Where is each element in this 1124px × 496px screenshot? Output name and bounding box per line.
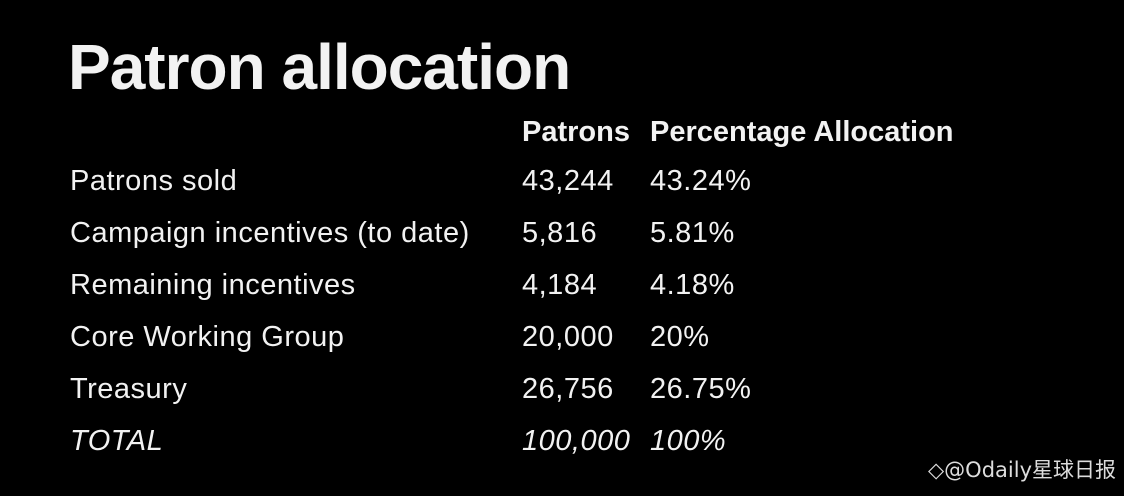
column-header: Percentage Allocation — [650, 116, 954, 148]
table-cell: Core Working Group — [70, 320, 345, 353]
table-cell: 26,756 — [522, 372, 614, 405]
header-row: Patrons Percentage Allocation — [64, 112, 956, 155]
table-cell: Treasury — [70, 372, 188, 405]
title: Patron allocation — [68, 31, 571, 103]
table-cell: Remaining incentives — [70, 268, 356, 301]
table-cell: 43,244 — [522, 164, 614, 197]
table-cell: 5.81% — [650, 216, 735, 249]
table-row: Patrons sold 43,244 43.24% — [64, 155, 956, 207]
table-cell: 20,000 — [522, 320, 614, 353]
table-cell: Patrons sold — [70, 164, 238, 197]
column-header: Patrons — [522, 116, 630, 148]
table-cell: 20% — [650, 320, 710, 353]
table-row: Campaign incentives (to date) 5,816 5.81% — [64, 207, 956, 259]
table-cell: 26.75% — [650, 372, 752, 405]
table-cell: 4.18% — [650, 268, 735, 301]
allocation-table: Patrons Percentage Allocation Patrons sol… — [64, 112, 956, 467]
column-header — [64, 112, 520, 155]
table-cell: 5,816 — [522, 216, 598, 249]
table-row: TOTAL 100,000 100% — [64, 415, 956, 467]
table-row: Treasury 26,756 26.75% — [64, 363, 956, 415]
table-cell: 4,184 — [522, 268, 598, 301]
watermark: ◇@Odaily星球日报 — [928, 458, 1116, 482]
table-cell: 43.24% — [650, 164, 752, 197]
table-cell: 100,000 — [522, 424, 631, 457]
table-cell: 100% — [650, 424, 727, 457]
table-row: Core Working Group 20,000 20% — [64, 311, 956, 363]
table-cell: Campaign incentives (to date) — [70, 216, 470, 249]
table-cell: TOTAL — [70, 424, 164, 457]
table-row: Remaining incentives 4,184 4.18% — [64, 259, 956, 311]
